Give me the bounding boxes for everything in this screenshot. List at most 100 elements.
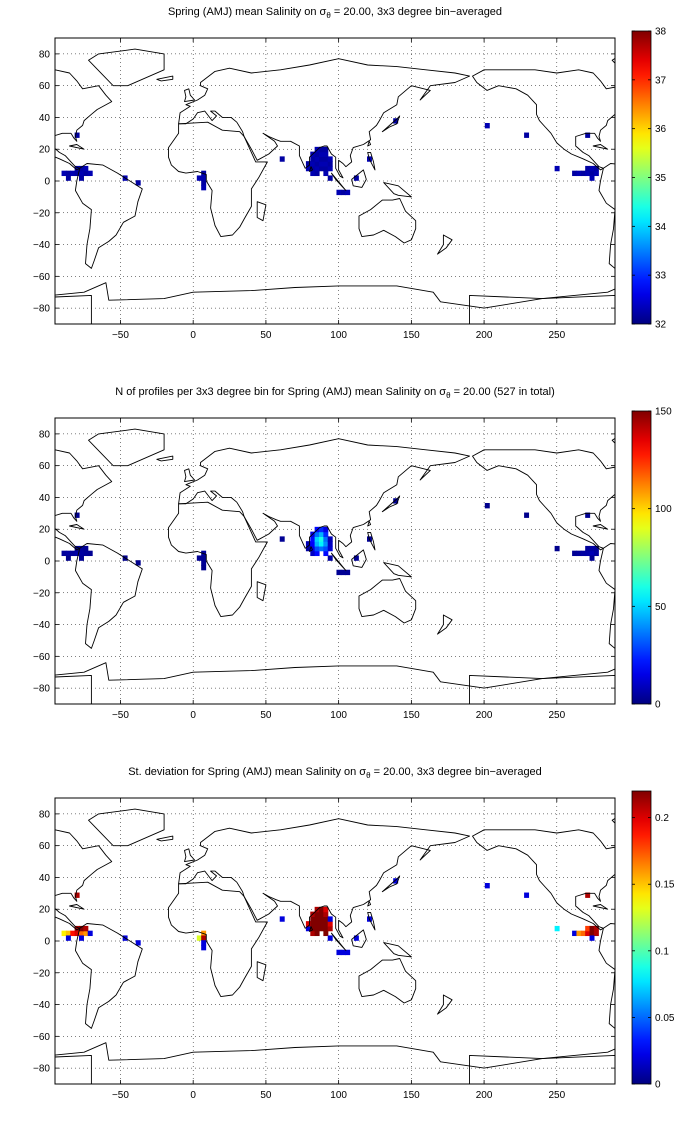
data-bin <box>323 925 329 932</box>
data-bin <box>319 541 324 547</box>
coastline <box>351 169 367 188</box>
coastline <box>381 115 401 133</box>
coastline <box>156 75 174 82</box>
data-bin <box>585 925 591 932</box>
data-bin <box>314 541 320 547</box>
data-bin <box>327 156 333 162</box>
data-bin <box>319 536 324 542</box>
data-bin <box>310 536 316 542</box>
x-tick-label: 0 <box>190 1090 196 1101</box>
data-bin <box>279 536 285 542</box>
data-bin <box>79 925 84 932</box>
colorbar-tick-label: 150 <box>655 407 672 418</box>
data-bin <box>593 165 599 172</box>
grid-lines <box>55 418 615 704</box>
map-canvas: −50 0 50 100 150 200 250806040200−20−40−60−800… <box>33 790 675 1101</box>
data-bin <box>201 935 207 941</box>
data-bin <box>323 531 329 537</box>
data-bin <box>589 935 595 941</box>
data-bin <box>310 550 316 557</box>
coastline <box>469 1048 615 1084</box>
y-tick-label: 80 <box>39 49 51 60</box>
y-tick-label: 0 <box>44 937 50 948</box>
data-bin <box>314 165 320 172</box>
y-tick-label: 0 <box>44 557 50 568</box>
coastline <box>55 829 113 931</box>
data-bin <box>319 531 324 537</box>
data-bin <box>83 545 89 552</box>
y-tick-label: −40 <box>33 620 50 631</box>
data-bin <box>323 930 329 937</box>
coastline <box>611 57 615 64</box>
data-bin <box>310 165 316 172</box>
data-bin <box>314 531 320 537</box>
x-tick-label: 50 <box>260 330 272 341</box>
coastline <box>367 531 376 551</box>
data-bin <box>323 161 329 167</box>
coastline <box>381 875 401 893</box>
colorbar-tick-label: 35 <box>655 173 667 184</box>
data-bin <box>589 930 595 937</box>
coastline <box>367 911 376 931</box>
data-bin <box>593 550 599 557</box>
data-bin <box>323 906 329 913</box>
y-tick-label: 40 <box>39 873 51 884</box>
coastline <box>592 904 609 910</box>
data-bins <box>61 118 599 196</box>
data-bin <box>327 921 333 927</box>
coastline <box>383 182 412 198</box>
panel-title-rest: = 20.00, 3x3 degree bin−averaged <box>370 766 542 778</box>
grid-lines <box>55 798 615 1084</box>
coastline <box>309 166 313 172</box>
data-bin <box>589 555 595 561</box>
data-bin <box>393 118 399 124</box>
coastline <box>681 76 696 81</box>
x-tick-label: 0 <box>190 710 196 721</box>
data-bin <box>87 550 93 557</box>
colorbar <box>631 790 652 1085</box>
data-bin <box>524 132 530 138</box>
data-bin <box>323 536 329 542</box>
coastline <box>168 881 268 998</box>
data-bin <box>83 550 89 557</box>
y-tick-label: −40 <box>33 240 50 251</box>
coastline <box>437 994 453 1015</box>
data-bin <box>572 170 578 177</box>
data-bin <box>305 161 311 167</box>
data-bin <box>310 921 316 927</box>
y-tick-label: 20 <box>39 525 51 536</box>
data-bin <box>79 935 84 941</box>
data-bin <box>327 545 333 552</box>
coastline <box>358 578 417 624</box>
x-tick-label: 200 <box>476 330 493 341</box>
coastline <box>469 288 615 324</box>
data-bin <box>310 916 316 922</box>
panel-title-main: Spring (AMJ) mean Salinity on σ <box>167 6 327 18</box>
data-bin <box>305 921 311 927</box>
colorbar-tick-label: 0.1 <box>655 946 669 957</box>
data-bin <box>589 165 595 172</box>
data-bin <box>585 930 591 937</box>
panel-title-subscript: θ <box>446 391 451 401</box>
data-bin <box>314 161 320 167</box>
coastline <box>74 543 143 649</box>
map-panel-3: St. deviation for Spring (AMJ) mean Sali… <box>0 760 696 1140</box>
coastline <box>330 172 347 191</box>
coastline <box>598 923 615 1029</box>
x-tick-label: 100 <box>330 710 347 721</box>
data-bin <box>319 156 324 162</box>
data-bin <box>554 925 560 932</box>
data-bin <box>310 170 316 177</box>
data-bin <box>314 921 320 927</box>
data-bin <box>319 545 324 552</box>
data-bin <box>70 170 76 177</box>
data-bin <box>319 146 324 153</box>
coastline <box>55 69 113 171</box>
data-bin <box>65 930 71 937</box>
data-bin <box>79 550 84 557</box>
y-tick-label: −60 <box>33 1032 50 1043</box>
coastline <box>69 524 85 530</box>
coastline <box>88 428 165 467</box>
data-bin <box>79 170 84 177</box>
data-bin <box>340 569 346 576</box>
